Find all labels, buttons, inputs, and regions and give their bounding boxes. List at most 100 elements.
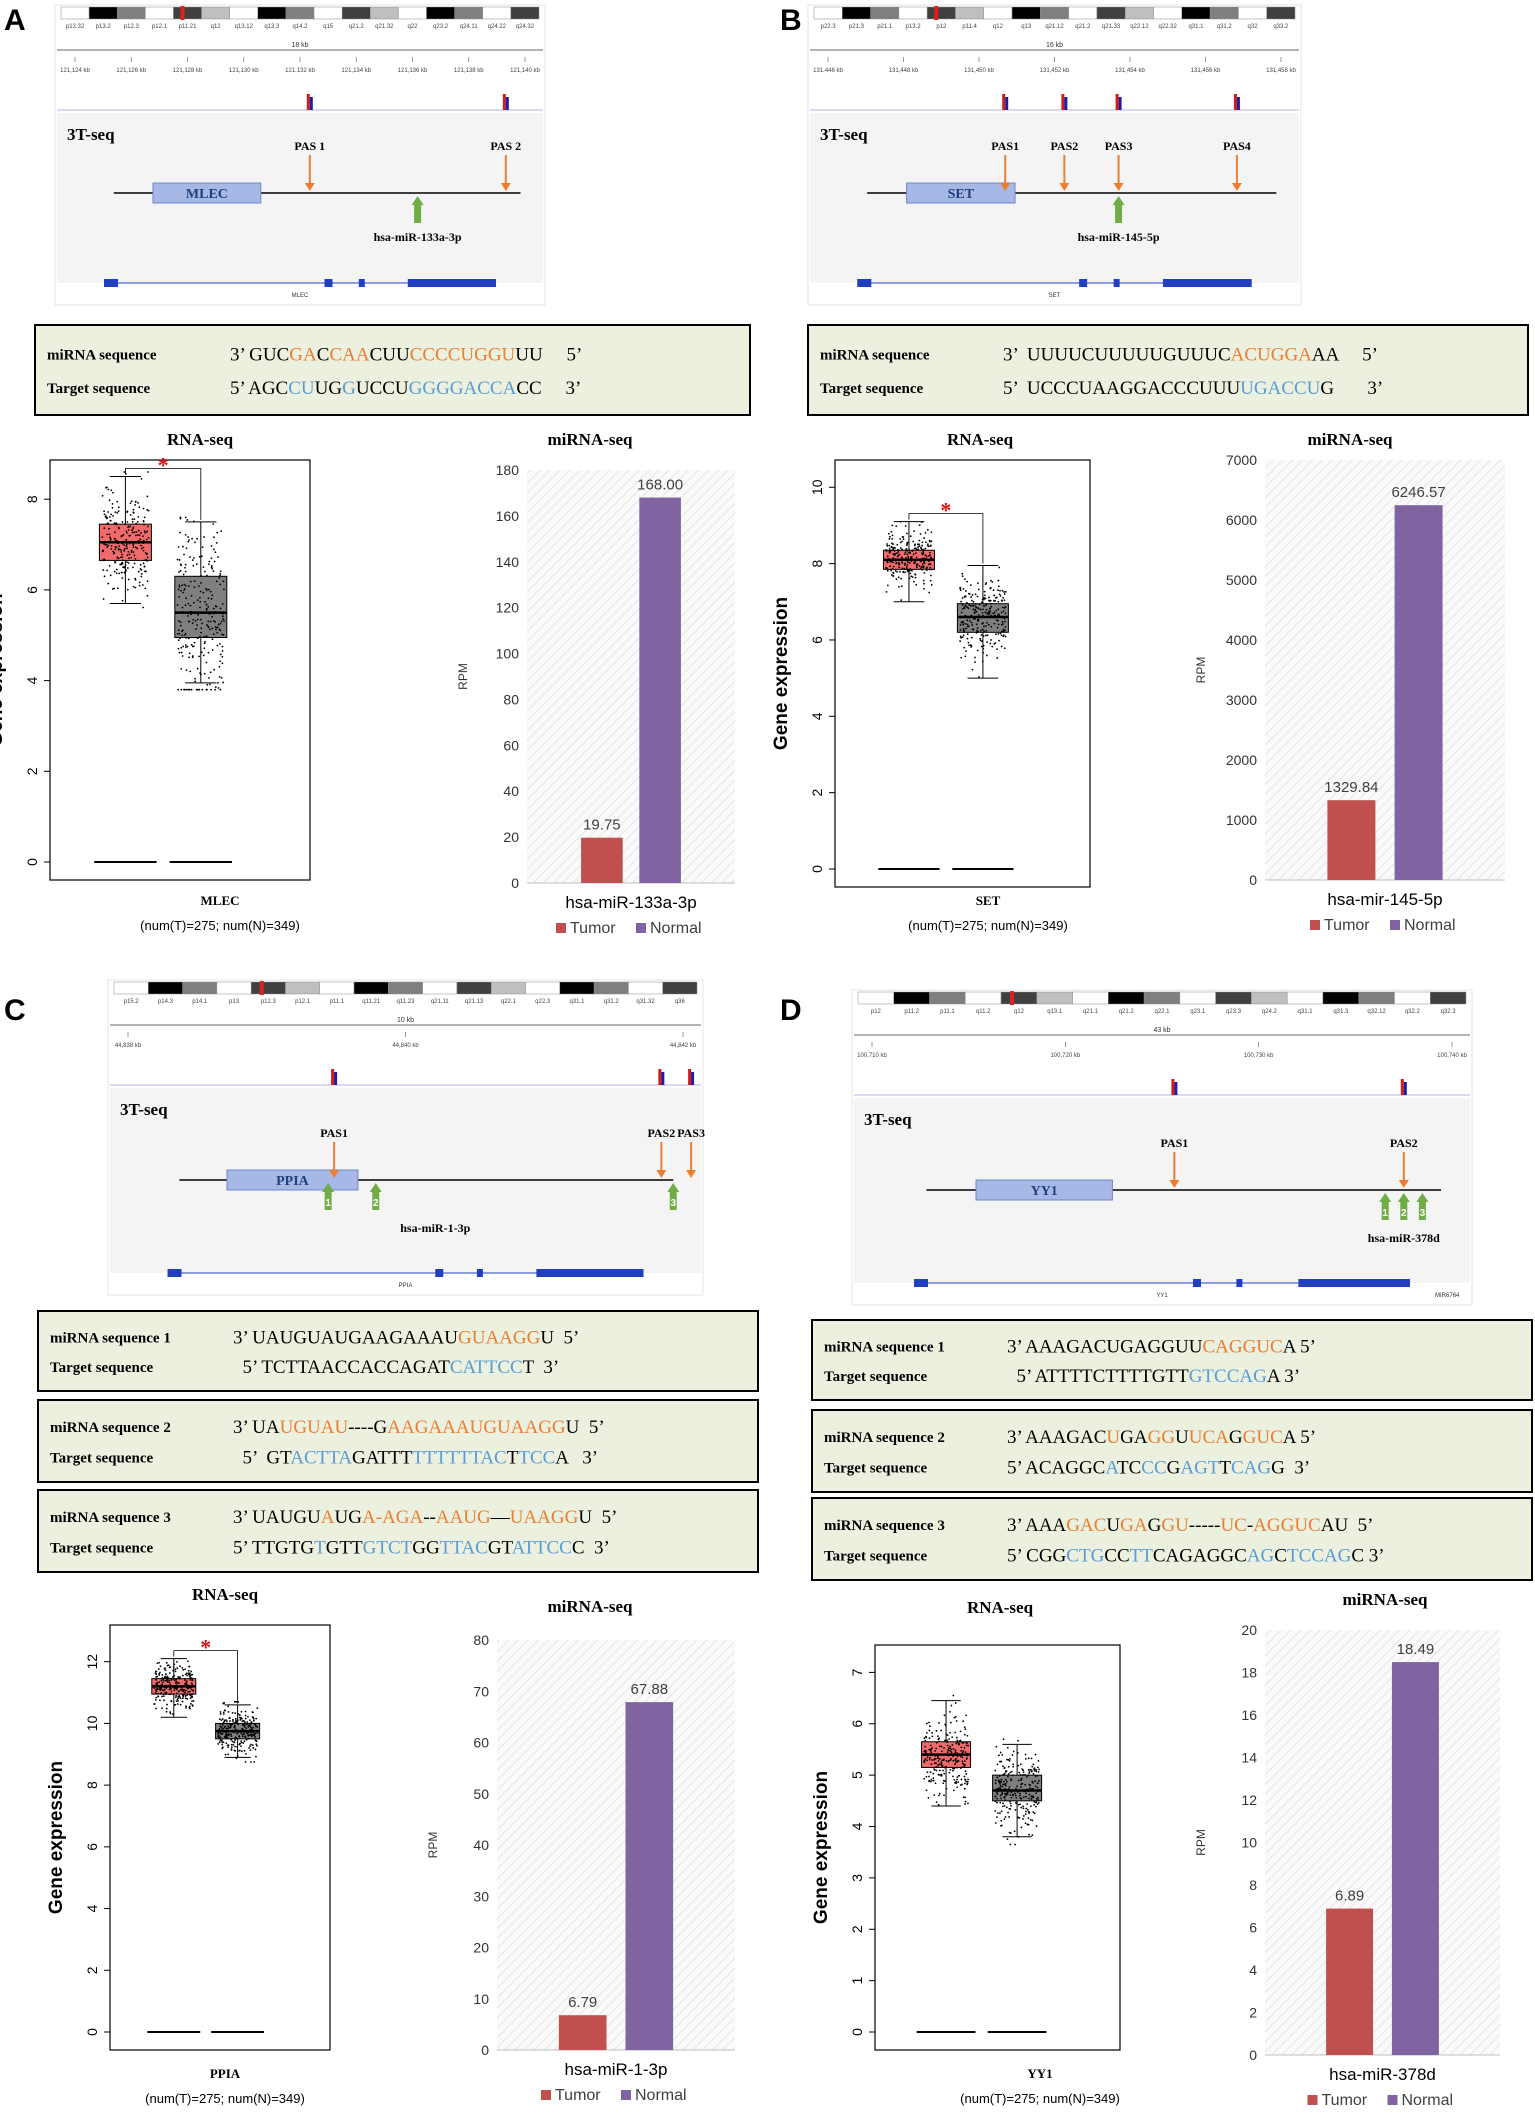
pas-arrow-head xyxy=(1000,183,1011,191)
coverage-peak xyxy=(502,94,506,110)
data-point xyxy=(1024,1783,1027,1786)
data-point xyxy=(970,636,973,639)
data-point xyxy=(1011,1754,1014,1756)
data-point xyxy=(200,575,203,577)
data-point xyxy=(971,624,974,626)
sequence-segment: T xyxy=(314,1537,326,1558)
legend-label-normal: Normal xyxy=(650,920,702,937)
data-point xyxy=(965,627,967,630)
data-point xyxy=(165,1687,168,1690)
data-point xyxy=(223,1726,226,1728)
annotation-area xyxy=(810,113,1299,283)
data-point xyxy=(180,589,182,592)
data-point xyxy=(124,566,127,569)
ideogram-band xyxy=(426,6,455,20)
transcript-exon xyxy=(358,279,365,287)
data-point xyxy=(940,1729,943,1732)
sequence-segment: GATTT xyxy=(352,1447,413,1468)
ideogram-band-label: q12 xyxy=(1014,1009,1025,1015)
sequence-segment: TC xyxy=(1117,1457,1141,1478)
barchart-y-tick-label: 50 xyxy=(473,1786,489,1802)
data-point xyxy=(196,667,199,670)
data-point xyxy=(236,1732,238,1735)
data-point xyxy=(233,1722,236,1724)
data-point xyxy=(127,562,130,564)
data-point xyxy=(900,599,903,601)
data-point xyxy=(952,1789,955,1792)
data-point xyxy=(234,1745,236,1748)
data-point xyxy=(243,1720,246,1723)
data-point xyxy=(210,557,213,559)
data-point xyxy=(901,548,903,551)
data-point xyxy=(962,629,965,632)
boxplot-y-tick-label: 8 xyxy=(24,495,40,503)
data-point xyxy=(247,1734,250,1737)
ruler-tick-label: 131,456 kb xyxy=(1191,68,1221,74)
sequence-segment: 3’ AAAGACUGAGGUU xyxy=(1007,1336,1203,1357)
data-point xyxy=(184,644,187,646)
data-point xyxy=(235,1721,238,1724)
data-point xyxy=(993,599,995,602)
ideogram-band-label: q11.23 xyxy=(397,999,416,1005)
data-point xyxy=(983,625,985,628)
data-point xyxy=(982,614,984,617)
data-point xyxy=(217,687,220,689)
data-point xyxy=(985,634,987,637)
three-t-seq-label: 3T-seq xyxy=(67,125,115,144)
data-point xyxy=(946,1751,949,1754)
data-point xyxy=(178,1694,181,1697)
data-point xyxy=(891,538,894,540)
data-point xyxy=(191,1679,194,1682)
ideogram-band xyxy=(182,981,218,995)
data-point xyxy=(117,506,120,509)
data-point xyxy=(960,1778,963,1781)
coverage-peak xyxy=(1061,94,1065,110)
data-point xyxy=(993,642,996,645)
data-point xyxy=(230,1748,233,1751)
data-point xyxy=(978,676,980,678)
data-point xyxy=(1029,1805,1032,1808)
data-point xyxy=(957,1742,960,1745)
sequence-segment: A xyxy=(321,1507,335,1528)
data-point xyxy=(966,633,969,636)
data-point xyxy=(203,635,205,638)
gene-name: MLEC xyxy=(186,187,228,202)
ideogram-band xyxy=(813,6,843,20)
data-point xyxy=(903,553,906,556)
data-point xyxy=(182,1668,185,1671)
data-point xyxy=(1018,1794,1021,1797)
data-point xyxy=(209,620,212,623)
sequence-segment: 5’ TCTTAACCACCAGAT xyxy=(233,1357,450,1378)
ideogram-band xyxy=(454,6,484,20)
data-point xyxy=(103,510,105,513)
data-point xyxy=(228,1722,231,1725)
data-point xyxy=(927,563,930,566)
data-point xyxy=(972,600,975,603)
data-point xyxy=(227,1734,230,1737)
data-point xyxy=(933,1762,936,1765)
transcript-exon xyxy=(1298,1279,1410,1287)
data-point xyxy=(976,627,979,630)
data-point xyxy=(147,525,149,528)
data-point xyxy=(959,586,962,589)
pas-arrow-head xyxy=(1169,1180,1180,1188)
data-point xyxy=(930,1748,932,1751)
data-point xyxy=(237,1731,240,1734)
data-point xyxy=(1028,1833,1030,1836)
data-point xyxy=(180,646,183,649)
sequence-segment: CAGGUC xyxy=(1202,1336,1282,1357)
data-point xyxy=(987,611,989,614)
mirna-name: hsa-miR-378d xyxy=(1368,1231,1440,1245)
data-point xyxy=(219,1713,222,1715)
data-point xyxy=(909,535,912,538)
data-point xyxy=(115,572,118,575)
data-point xyxy=(219,660,222,663)
data-point xyxy=(222,1711,225,1714)
boxplot-y-tick-label: 2 xyxy=(24,767,40,775)
data-point xyxy=(243,1724,246,1727)
data-point xyxy=(179,517,182,520)
data-point xyxy=(183,553,185,556)
data-point xyxy=(995,633,997,636)
data-point xyxy=(1027,1817,1030,1820)
ideogram-band-label: q23.1 xyxy=(1190,1009,1206,1015)
